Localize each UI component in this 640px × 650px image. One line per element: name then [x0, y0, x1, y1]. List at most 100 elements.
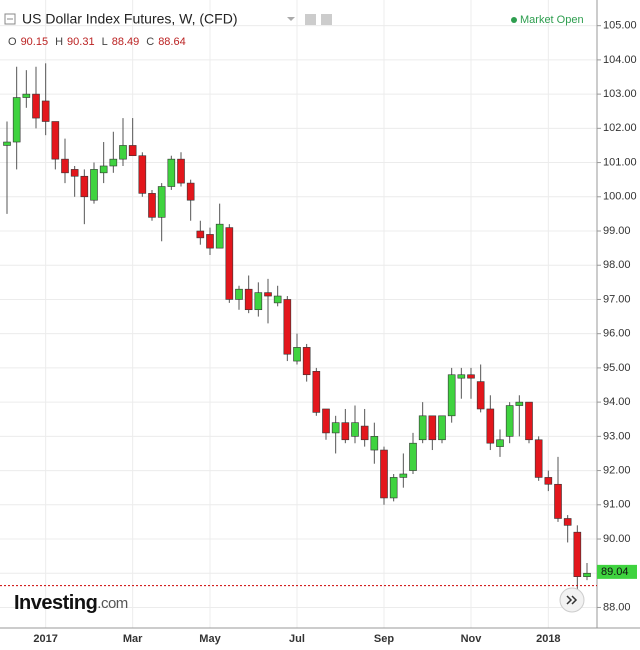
candle-body: [312, 371, 321, 413]
ohlc-key: H: [55, 36, 63, 48]
y-tick-label: 90.00: [603, 533, 631, 545]
candle-body: [360, 425, 369, 441]
candle-body: [206, 234, 214, 249]
candle-body: [331, 422, 340, 434]
y-tick-label: 98.00: [603, 259, 631, 271]
candle-body: [12, 97, 21, 143]
x-tick-label: 2018: [536, 633, 560, 645]
y-tick-label: 96.00: [603, 328, 631, 340]
candle-body: [351, 422, 359, 437]
candle-body: [467, 374, 475, 379]
candle-body: [70, 169, 79, 177]
candle-body: [380, 449, 388, 499]
candle-body: [534, 439, 543, 478]
x-tick-label: Nov: [461, 633, 483, 645]
settings-icon[interactable]: [305, 14, 316, 25]
candle-body: [525, 401, 533, 441]
brand-suffix: .com: [97, 595, 128, 612]
ohlc-value: 90.31: [67, 36, 95, 48]
market-status: Market Open: [520, 14, 584, 26]
candle-body: [148, 193, 156, 218]
candle-body: [32, 93, 40, 119]
chart-title: US Dollar Index Futures, W, (CFD): [22, 11, 238, 27]
y-tick-label: 93.00: [603, 430, 631, 442]
candle-body: [196, 230, 205, 239]
candle-body: [302, 347, 311, 376]
candle-body: [51, 121, 60, 160]
candle-body: [215, 223, 224, 249]
candle-body: [428, 415, 437, 441]
x-tick-label: Sep: [374, 633, 394, 645]
candle-body: [505, 405, 514, 437]
y-tick-label: 92.00: [603, 464, 631, 476]
candle-body: [486, 408, 495, 444]
candle-body: [583, 572, 591, 577]
candle-body: [3, 141, 11, 146]
candle-body: [544, 477, 553, 485]
candle-body: [128, 145, 137, 157]
candle-body: [283, 299, 292, 355]
ohlc-legend: O 90.15 H 90.31 L 88.49 C 88.64: [8, 36, 186, 48]
candle-body: [119, 145, 127, 160]
candle-body: [273, 295, 282, 304]
candle-body: [244, 288, 253, 311]
x-tick-label: May: [199, 633, 221, 645]
y-tick-label: 100.00: [603, 191, 637, 203]
x-tick-label: 2017: [33, 633, 57, 645]
status-dot: [511, 17, 517, 23]
candle-body: [235, 288, 243, 300]
candle-body: [418, 415, 427, 441]
collapse-icon[interactable]: [4, 13, 16, 25]
candle-body: [157, 186, 166, 218]
y-tick-label: 102.00: [603, 122, 637, 134]
candle-body: [264, 292, 272, 297]
candle-body: [167, 158, 176, 187]
y-tick-label: 101.00: [603, 156, 637, 168]
y-tick-label: 99.00: [603, 225, 631, 237]
ohlc-key: O: [8, 36, 17, 48]
y-tick-label: 104.00: [603, 54, 637, 66]
candle-body: [447, 374, 456, 417]
y-tick-label: 103.00: [603, 88, 637, 100]
candle-body: [109, 158, 118, 167]
candle-body: [61, 158, 69, 174]
y-tick-label: 97.00: [603, 293, 631, 305]
candle-body: [90, 169, 98, 201]
candle-body: [496, 439, 504, 447]
candle-body: [293, 347, 301, 362]
candle-body: [438, 415, 446, 441]
ohlc-value: 88.64: [158, 36, 186, 48]
candle-body: [341, 422, 350, 441]
y-tick-label: 88.00: [603, 601, 631, 613]
x-tick-label: Mar: [123, 633, 143, 645]
candle-body: [573, 531, 582, 577]
candle-body: [399, 473, 408, 478]
candle-body: [457, 374, 466, 379]
brand-name: Investing: [14, 592, 97, 614]
grid: [0, 0, 597, 628]
candle-body: [322, 408, 330, 434]
candle-body: [476, 381, 485, 410]
settings-icon[interactable]: [321, 14, 332, 25]
candle-body: [563, 518, 572, 526]
ohlc-value: 90.15: [21, 36, 49, 48]
candle-body: [515, 401, 524, 406]
last-price-label: 89.04: [601, 566, 629, 578]
ohlc-key: C: [146, 36, 154, 48]
brand-logo: Investing.com: [14, 592, 128, 614]
y-tick-label: 95.00: [603, 362, 631, 374]
ohlc-key: L: [102, 36, 108, 48]
ohlc-value: 88.49: [112, 36, 140, 48]
candle-body: [138, 155, 147, 194]
candle-body: [254, 292, 263, 311]
last-price-box: [597, 564, 637, 579]
candle-body: [22, 93, 31, 98]
candle-body: [225, 227, 234, 300]
candle-body: [370, 436, 379, 451]
candle-body: [99, 165, 108, 174]
candle-body: [41, 100, 50, 122]
candle-body: [389, 477, 398, 499]
candle-body: [554, 483, 562, 519]
dropdown-arrow[interactable]: [287, 17, 295, 21]
candles: [3, 63, 591, 594]
